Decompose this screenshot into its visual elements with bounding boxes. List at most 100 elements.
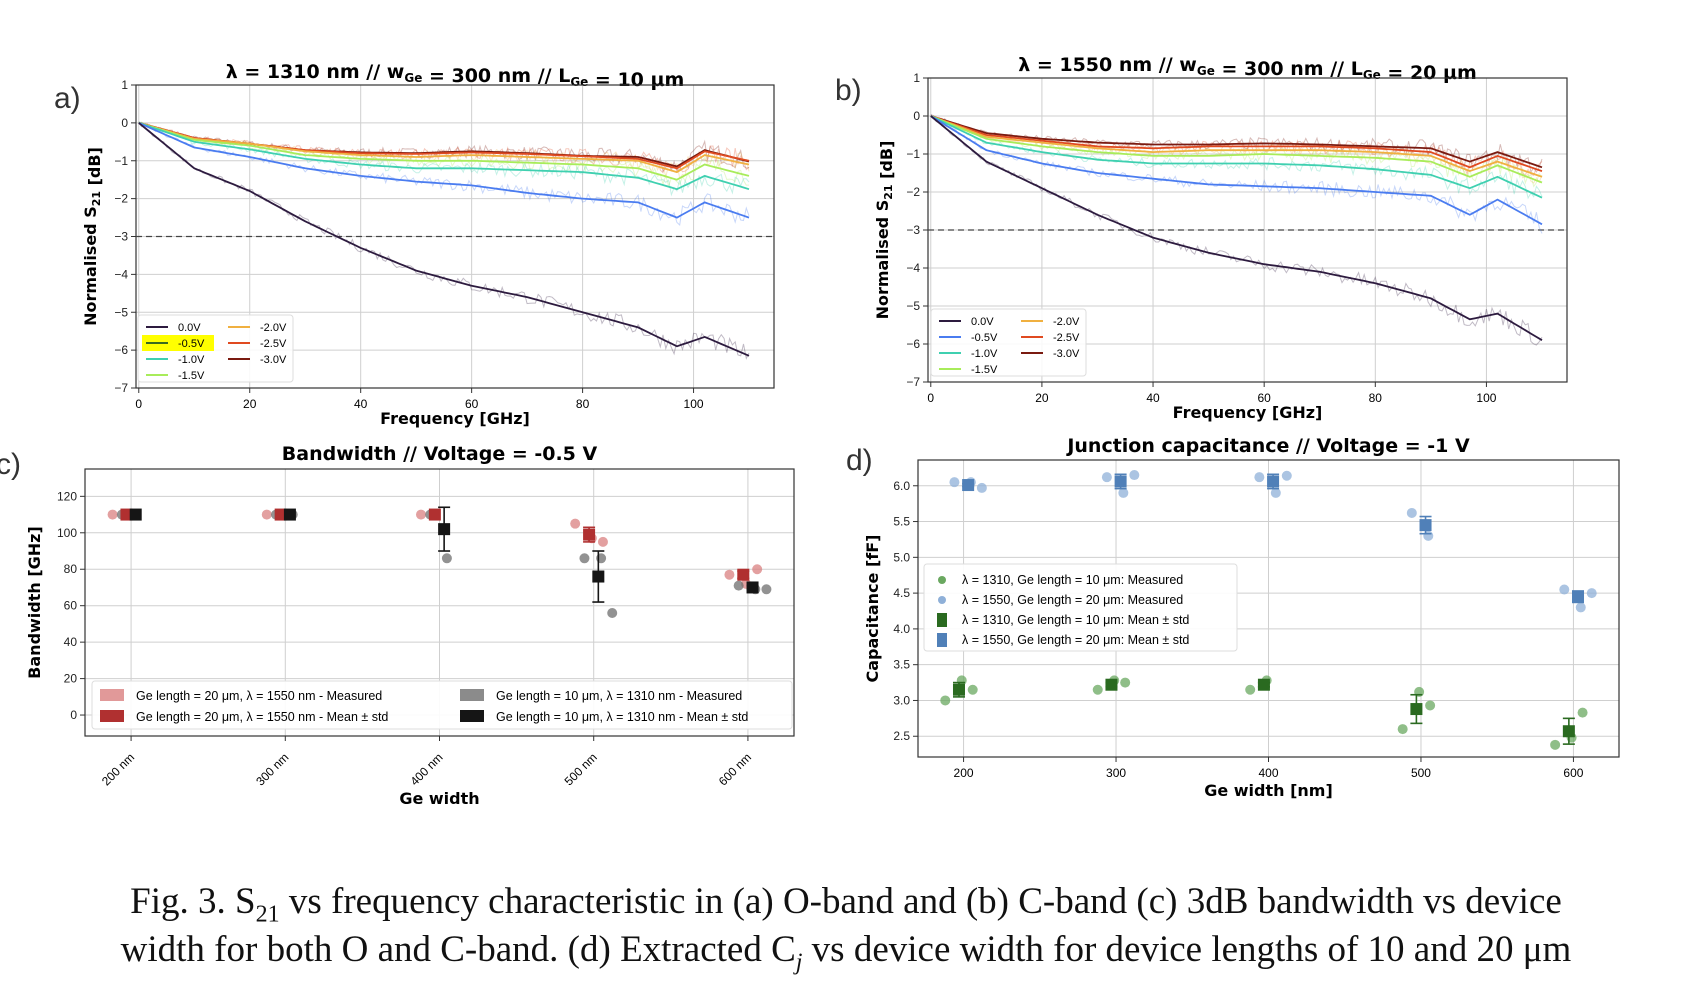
legend-swatch [937,613,947,627]
series-raw--0.5V [930,114,1543,234]
x-tick-label: 400 nm [407,750,445,788]
mean-marker [592,570,605,583]
figure-caption-line-1: Fig. 3. S21 vs frequency characteristic … [130,881,1562,928]
series-line--0.5V [138,122,750,219]
y-tick-label: 120 [57,489,77,503]
measured-point [261,509,272,520]
y-tick-label: 5.0 [893,550,910,564]
measured-point [967,684,978,695]
plot-frame [84,468,795,737]
legend-label: λ = 1310, Ge length = 10 μm: Mean ± std [962,613,1189,627]
x-axis-label: Frequency [GHz] [1173,403,1323,422]
y-tick-label: 0 [121,116,128,130]
series-line--0.5V [930,115,1543,226]
mean-marker [952,683,965,696]
measured-point [107,509,118,520]
measured-point [1586,588,1597,599]
y-tick-label: 5.5 [893,515,910,529]
y-tick-label: −2 [906,185,920,199]
x-axis-label: Ge width [399,789,479,808]
legend-swatch [460,689,484,701]
mean-marker [1114,475,1127,488]
mean-marker [1105,678,1118,691]
x-axis-label: Frequency [GHz] [380,409,530,428]
x-tick-label: 300 [1106,766,1126,780]
legend-label: -2.0V [260,322,287,334]
y-tick-label: 1 [121,78,128,92]
y-axis-label: Normalised S21 [dB] [81,147,104,326]
y-tick-label: −6 [906,337,920,351]
panel-label: a) [54,82,81,115]
x-tick-label: 100 [1476,391,1496,405]
mean-marker [1257,678,1270,691]
legend-label: -3.0V [1053,348,1080,360]
x-tick-label: 200 nm [99,750,137,788]
legend-box [930,308,1087,377]
measured-point [940,695,951,706]
mean-marker [583,528,596,541]
x-tick-label: 300 nm [253,750,291,788]
x-tick-label: 500 nm [562,750,600,788]
series-raw--1.0V [138,121,750,197]
mean-marker [274,508,287,521]
chart-title: Bandwidth // Voltage = -0.5 V [282,443,598,465]
legend-label: -1.5V [178,370,205,382]
measured-point [724,569,735,580]
y-tick-label: −1 [906,147,920,161]
series-line--2.5V [930,115,1543,172]
y-tick-label: 4.5 [893,586,910,600]
legend-label: -1.0V [178,354,205,366]
measured-point [1120,677,1131,688]
legend-label: Ge length = 10 μm, λ = 1310 nm - Measure… [496,689,742,703]
x-tick-label: 20 [1035,391,1049,405]
x-tick-label: 40 [354,397,368,411]
series-line--2.0V [138,122,750,174]
y-tick-label: 4.0 [893,622,910,636]
x-tick-label: 500 [1411,766,1431,780]
measured-point [579,553,590,564]
legend-label: -3.0V [260,354,287,366]
y-tick-label: −4 [906,261,920,275]
legend-swatch [937,633,947,647]
y-tick-label: 1 [913,71,920,85]
legend-swatch [938,576,946,584]
x-tick-label: 600 [1563,766,1583,780]
measured-point [1281,470,1292,481]
legend: 0.0V -0.5V -1.0V -1.5V -2.0V -2.5V -3.0V [137,314,294,383]
legend-label: -2.5V [1053,332,1080,344]
panel-label: c) [0,448,21,481]
measured-point [752,564,763,575]
measured-point [1406,507,1417,518]
legend-label: -0.5V [178,338,205,350]
legend-box [137,314,294,383]
legend-label: λ = 1550, Ge length = 20 μm: Mean ± std [962,633,1189,647]
measured-point [976,482,987,493]
measured-point [1575,602,1586,613]
mean-marker [1410,703,1423,716]
x-tick-label: 100 [684,397,704,411]
measured-point [1101,472,1112,483]
plot-frame [917,459,1620,758]
y-tick-label: 40 [64,635,78,649]
chart-panel-d: d) Junction capacitance // Voltage = -1 V… [846,435,1620,800]
measured-point [1577,707,1588,718]
y-tick-label: 100 [57,526,77,540]
y-tick-label: −1 [114,154,128,168]
y-tick-label: 20 [64,672,78,686]
legend-label: Ge length = 10 μm, λ = 1310 nm - Mean ± … [496,710,748,724]
measured-point [415,509,426,520]
measured-point [1559,584,1570,595]
y-tick-label: 0 [70,708,77,722]
legend-label: λ = 1310, Ge length = 10 μm: Measured [962,573,1183,587]
x-tick-label: 0 [135,397,142,411]
series-line-0.0V [138,122,750,357]
x-tick-label: 80 [576,397,590,411]
mean-marker [1419,519,1432,532]
y-tick-label: −7 [906,375,920,389]
legend-label: Ge length = 20 μm, λ = 1550 nm - Mean ± … [136,710,388,724]
mean-marker [1562,725,1575,738]
mean-marker [746,581,759,594]
x-tick-label: 600 nm [716,750,754,788]
legend-box [923,563,1238,652]
measured-point [441,553,452,564]
